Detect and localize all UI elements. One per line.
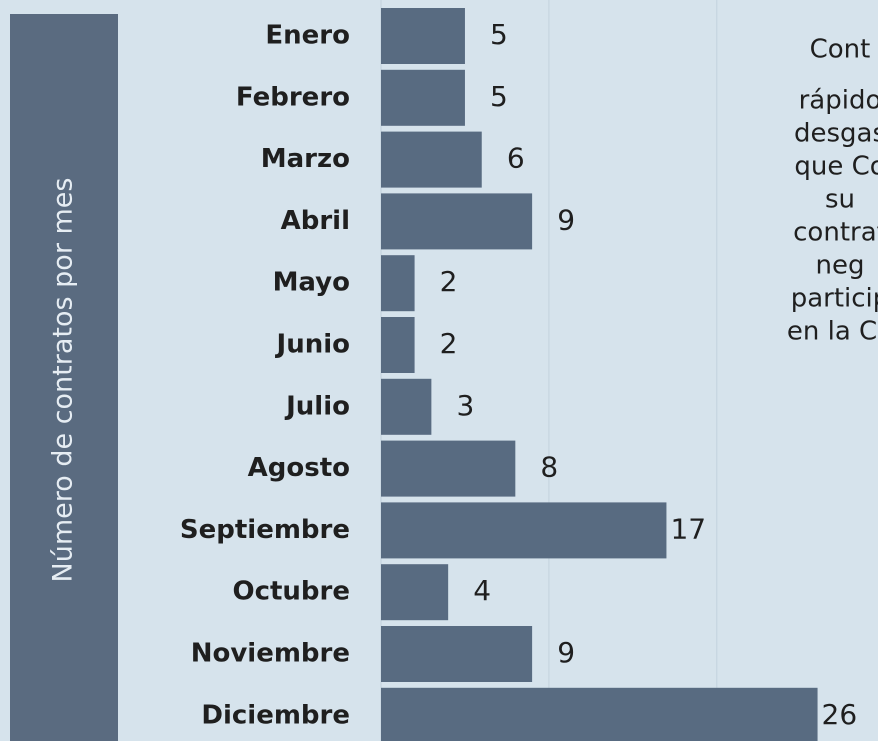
- y-tick-label: Junio: [275, 330, 350, 360]
- y-tick-label: Febrero: [236, 82, 350, 112]
- y-tick-label: Abril: [281, 206, 350, 236]
- bar: [381, 440, 516, 497]
- annotation-line: contrat: [793, 218, 878, 248]
- bar: [381, 193, 533, 250]
- annotation-line: neg: [816, 251, 865, 281]
- bar: [381, 317, 415, 373]
- value-label: 4: [473, 574, 491, 607]
- annotation-line: Cont: [810, 35, 871, 65]
- y-tick-label: Julio: [284, 391, 350, 421]
- bar: [381, 69, 465, 126]
- value-label: 6: [507, 142, 525, 175]
- bar: [381, 255, 415, 312]
- y-tick-label: Septiembre: [180, 515, 350, 545]
- y-tick-label: Diciembre: [201, 700, 350, 730]
- annotation-line: que Co: [794, 152, 878, 182]
- bar: [381, 131, 482, 188]
- value-label: 2: [440, 265, 458, 298]
- y-tick-label: Enero: [265, 21, 350, 51]
- bar: [381, 8, 465, 64]
- bar: [381, 502, 667, 559]
- axis-label: Número de contratos por mes: [48, 178, 79, 583]
- value-label: 26: [822, 698, 858, 731]
- annotation-line: en la Cá: [787, 317, 878, 347]
- y-tick-label: Octubre: [232, 577, 350, 607]
- value-label: 3: [456, 389, 474, 422]
- value-label: 5: [490, 18, 508, 51]
- y-tick-label: Marzo: [261, 144, 350, 174]
- value-label: 5: [490, 80, 508, 113]
- value-label: 2: [440, 327, 458, 360]
- annotation-line: desgas: [794, 119, 878, 149]
- value-label: 17: [670, 512, 706, 545]
- bar: [381, 564, 449, 621]
- value-label: 8: [540, 451, 558, 484]
- y-tick-label: Agosto: [248, 453, 350, 483]
- value-label: 9: [557, 203, 575, 236]
- annotation-line: rápido: [799, 86, 878, 116]
- annotation-line: su: [825, 185, 855, 215]
- bar: [381, 378, 432, 435]
- bar: [381, 626, 533, 682]
- y-tick-label: Mayo: [273, 268, 350, 298]
- bar: [381, 687, 818, 741]
- annotation-line: particip: [791, 284, 878, 314]
- axis-label-band: [10, 14, 118, 741]
- y-tick-label: Noviembre: [191, 639, 350, 669]
- value-label: 9: [557, 636, 575, 669]
